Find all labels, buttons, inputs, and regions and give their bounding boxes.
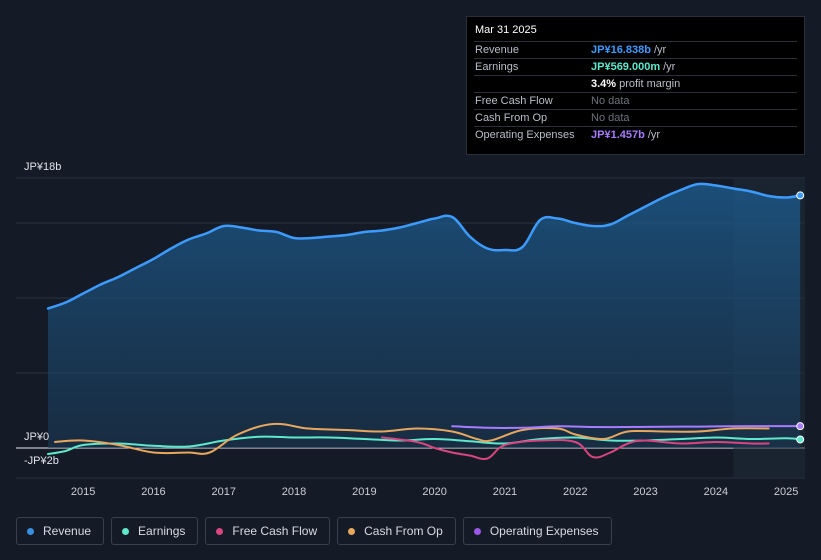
- x-tick-label: 2020: [422, 486, 446, 498]
- tooltip-row-unit: /yr: [653, 44, 667, 56]
- tooltip-row-label: Operating Expenses: [475, 129, 575, 141]
- tooltip-row: 3.4% profit margin: [474, 75, 797, 92]
- legend-dot-icon: [216, 527, 224, 535]
- legend-item-earnings[interactable]: Earnings: [111, 517, 199, 545]
- x-axis-labels: 2015 2016 2017 2018 2019 2020 2021 2022 2023 2024…: [71, 486, 798, 498]
- y-axis-labels: JP¥18b JP¥0 -JP¥2b: [24, 161, 61, 467]
- y-tick-label: JP¥18b: [24, 161, 61, 173]
- x-tick-label: 2017: [212, 486, 236, 498]
- x-tick-label: 2024: [704, 486, 728, 498]
- earnings-line: [47, 435, 802, 455]
- legend-label: Cash From Op: [364, 524, 443, 538]
- tooltip-row-unit: profit margin: [619, 78, 681, 90]
- legend-dot-icon: [348, 527, 356, 535]
- tooltip-row: Free Cash Flow No data: [474, 92, 797, 109]
- tooltip-row-label: [475, 76, 591, 92]
- legend-label: Earnings: [138, 524, 186, 538]
- revenue-area: [48, 183, 801, 448]
- legend-label: Revenue: [43, 524, 92, 538]
- tooltip-row-unit: /yr: [647, 129, 661, 141]
- y-tick-label: -JP¥2b: [24, 455, 59, 467]
- cash-from-op-line: [54, 422, 770, 455]
- revenue-end-marker: [796, 191, 805, 200]
- hover-tooltip: Mar 31 2025 Revenue JP¥16.838b/yr Earnings…: [466, 16, 805, 155]
- x-tick-label: 2021: [493, 486, 517, 498]
- revenue-line: [46, 182, 802, 310]
- tooltip-row-label: Free Cash Flow: [475, 95, 553, 107]
- tooltip-row-value: No data: [591, 95, 630, 107]
- series-layer: [46, 182, 805, 460]
- legend-dot-icon: [122, 527, 130, 535]
- tooltip-rows: Revenue JP¥16.838b/yr Earnings JP¥569.000m /…: [474, 41, 797, 143]
- x-tick-label: 2018: [282, 486, 306, 498]
- legend-label: Operating Expenses: [489, 524, 599, 538]
- tooltip-row-label: Revenue: [475, 44, 520, 56]
- earnings-end-marker: [796, 435, 805, 444]
- tooltip-row: Revenue JP¥16.838b/yr: [474, 41, 797, 58]
- chart: JP¥18b JP¥0 -JP¥2b 2015 2016 2017 2018 2019 202…: [16, 161, 805, 498]
- tooltip-date: Mar 31 2025: [475, 24, 537, 36]
- legend-item-cash-from-op[interactable]: Cash From Op: [337, 517, 456, 545]
- tooltip-row: Operating Expenses JP¥1.457b/yr: [474, 126, 797, 143]
- legend-label: Free Cash Flow: [232, 524, 318, 538]
- legend: Revenue Earnings Free Cash Flow Cash From O…: [16, 517, 619, 545]
- tooltip-row-value: JP¥16.838b: [591, 44, 651, 56]
- legend-item-revenue[interactable]: Revenue: [16, 517, 105, 545]
- tooltip-row-unit: /yr: [663, 61, 676, 73]
- free-cash-flow-line: [380, 436, 770, 460]
- x-tick-label: 2015: [71, 486, 95, 498]
- tooltip-row-value: JP¥569.000m: [591, 61, 661, 73]
- x-tick-label: 2023: [633, 486, 657, 498]
- x-tick-label: 2025: [774, 486, 798, 498]
- tooltip-row-label: Cash From Op: [475, 112, 548, 124]
- y-tick-label: JP¥0: [24, 431, 49, 443]
- x-tick-label: 2022: [563, 486, 587, 498]
- tooltip-row-value: No data: [591, 112, 630, 124]
- x-tick-label: 2016: [141, 486, 165, 498]
- tooltip-row-value: 3.4%: [591, 78, 617, 90]
- operating-expenses-end-marker: [796, 422, 805, 431]
- legend-item-free-cash-flow[interactable]: Free Cash Flow: [205, 517, 331, 545]
- legend-item-operating-expenses[interactable]: Operating Expenses: [462, 517, 612, 545]
- tooltip-row-label: Earnings: [475, 61, 519, 73]
- operating-expenses-line: [451, 425, 802, 429]
- legend-dot-icon: [473, 527, 481, 535]
- tooltip-row-value: JP¥1.457b: [591, 129, 645, 141]
- tooltip-row: Cash From Op No data: [474, 109, 797, 126]
- legend-dot-icon: [27, 527, 34, 535]
- tooltip-row: Earnings JP¥569.000m/yr: [474, 58, 797, 75]
- x-tick-label: 2019: [352, 486, 376, 498]
